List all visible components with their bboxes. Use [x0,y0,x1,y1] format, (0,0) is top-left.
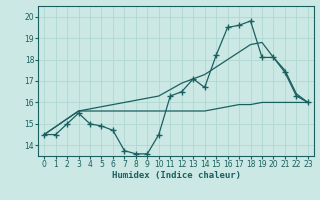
X-axis label: Humidex (Indice chaleur): Humidex (Indice chaleur) [111,171,241,180]
